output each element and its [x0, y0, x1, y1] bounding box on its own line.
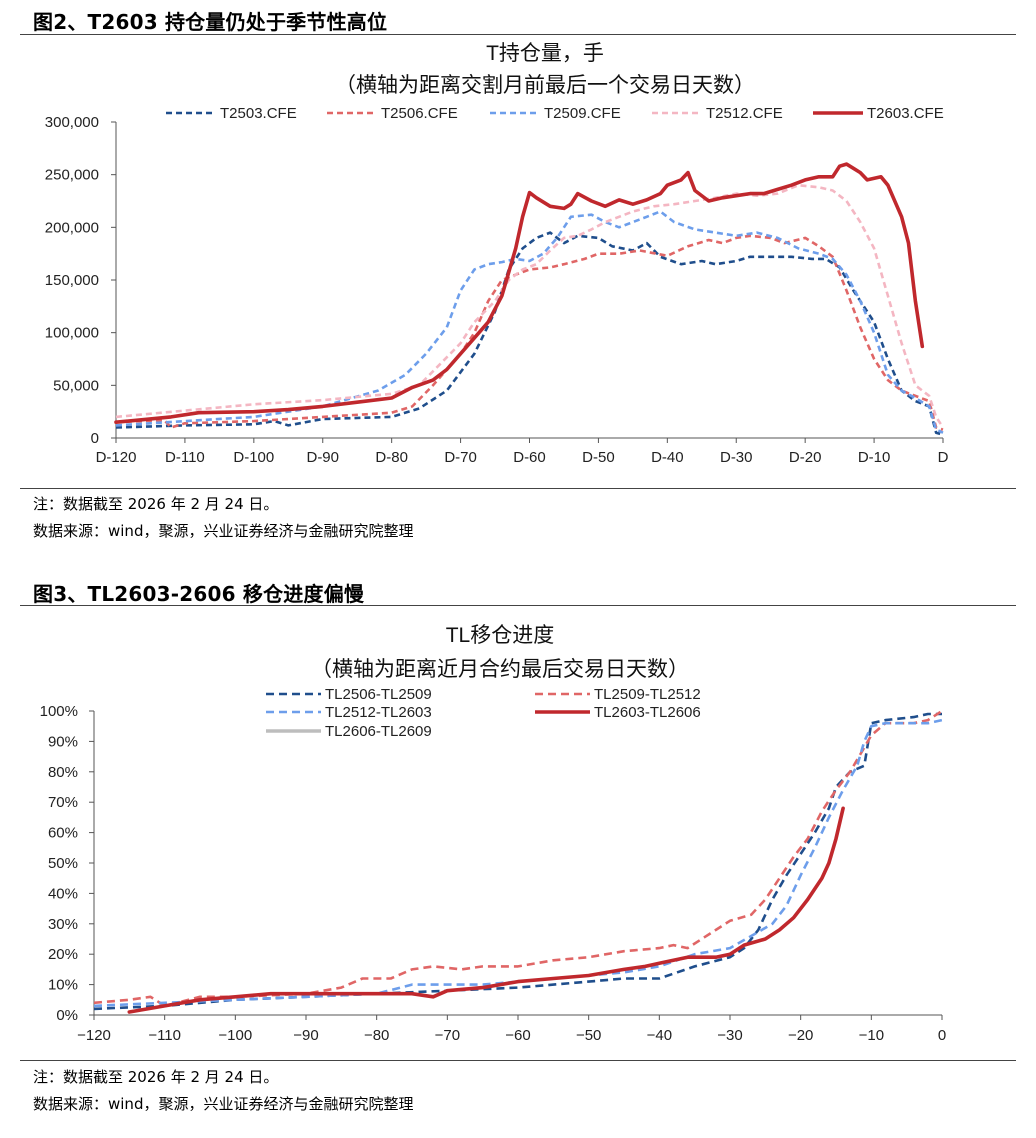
figure2-note: 注：数据截至 2026 年 2 月 24 日。	[33, 495, 279, 513]
figure3-chart: TL移仓进度 （横轴为距离近月合约最后交易日天数） 0% 10% 20% 30% 40%…	[40, 624, 947, 1044]
x-tick-label: −90	[293, 1027, 318, 1044]
x-tick-label: D-110	[165, 449, 205, 466]
figure3-top-rule	[20, 605, 1016, 606]
y-tick-label: 250,000	[45, 167, 99, 184]
figure2-source: 数据来源：wind，聚源，兴业证券经济与金融研究院整理	[33, 522, 414, 540]
legend-label: T2509.CFE	[544, 105, 621, 122]
y-tick-label: 70%	[48, 794, 78, 811]
chart-subtitle: （横轴为距离近月合约最后交易日天数）	[311, 658, 689, 681]
legend-label: TL2506-TL2509	[325, 686, 432, 703]
chart-title: TL移仓进度	[446, 624, 555, 647]
x-tick-label: −120	[77, 1027, 111, 1044]
x-tick-label: D-20	[789, 449, 822, 466]
y-tick-label: 30%	[48, 916, 78, 933]
y-tick-label: 60%	[48, 825, 78, 842]
x-tick-label: D-30	[720, 449, 753, 466]
y-tick-label: 100,000	[45, 325, 99, 342]
legend-label: T2503.CFE	[220, 105, 297, 122]
y-tick-label: 0	[91, 430, 99, 447]
legend-label: TL2606-TL2609	[325, 723, 432, 740]
series-line-t2509-cfe	[115, 210, 944, 434]
series-line-t2603-cfe	[114, 162, 925, 424]
x-tick-label: −20	[788, 1027, 813, 1044]
figure2-bottom-rule	[20, 488, 1016, 489]
chart-title: T持仓量，手	[486, 42, 604, 65]
x-tick-label: −80	[364, 1027, 389, 1044]
x-tick-label: −50	[576, 1027, 601, 1044]
legend-label: T2512.CFE	[706, 105, 783, 122]
x-tick-label: D-10	[858, 449, 891, 466]
x-tick-label: D-80	[375, 449, 408, 466]
y-tick-label: 90%	[48, 733, 78, 750]
series-line-tl2603-tl2606	[127, 806, 845, 1014]
x-tick-label: D-120	[96, 449, 137, 466]
figure2-chart: T持仓量，手 （横轴为距离交割月前最后一个交易日天数） 0 50,000 100,0…	[45, 42, 949, 466]
figure3-source: 数据来源：wind，聚源，兴业证券经济与金融研究院整理	[33, 1095, 414, 1113]
figure2-top-rule	[20, 34, 1016, 35]
y-tick-label: 80%	[48, 764, 78, 781]
y-tick-label: 50,000	[53, 377, 99, 394]
figure3-note: 注：数据截至 2026 年 2 月 24 日。	[33, 1068, 279, 1086]
series-line-tl2506-tl2509	[93, 712, 942, 1011]
legend-label: TL2509-TL2512	[594, 686, 701, 703]
x-tick-label: D-100	[233, 449, 274, 466]
figure3-heading: 图3、TL2603-2606 移仓进度偏慢	[33, 582, 365, 606]
x-tick-label: −40	[647, 1027, 672, 1044]
chart-subtitle: （横轴为距离交割月前最后一个交易日天数）	[335, 74, 755, 97]
y-tick-label: 0%	[56, 1007, 78, 1024]
y-tick-label: 50%	[48, 855, 78, 872]
x-tick-label: D	[938, 449, 949, 466]
legend-label: T2603.CFE	[867, 105, 944, 122]
x-tick-label: D-90	[306, 449, 339, 466]
x-tick-label: D-70	[444, 449, 477, 466]
legend-label: TL2603-TL2606	[594, 704, 701, 721]
x-tick-label: −10	[859, 1027, 884, 1044]
figure3-bottom-rule	[20, 1060, 1016, 1061]
legend-label: T2506.CFE	[381, 105, 458, 122]
x-tick-label: D-40	[651, 449, 684, 466]
y-tick-label: 300,000	[45, 114, 99, 131]
x-tick-label: −100	[218, 1027, 252, 1044]
series-line-t2503-cfe	[115, 231, 944, 437]
y-tick-label: 200,000	[45, 219, 99, 236]
series-line-tl2512-tl2603	[93, 718, 943, 1008]
y-tick-label: 40%	[48, 885, 78, 902]
x-tick-label: 0	[938, 1027, 946, 1044]
figure2-heading: 图2、T2603 持仓量仍处于季节性高位	[33, 10, 388, 34]
x-tick-label: D-50	[582, 449, 615, 466]
x-tick-label: −60	[505, 1027, 530, 1044]
series-line-t2512-cfe	[115, 183, 945, 429]
y-tick-label: 10%	[48, 977, 78, 994]
legend-label: TL2512-TL2603	[325, 704, 432, 721]
x-tick-label: −70	[435, 1027, 460, 1044]
series-line-t2506-cfe	[115, 234, 944, 431]
y-tick-label: 150,000	[45, 272, 99, 289]
y-tick-label: 20%	[48, 946, 78, 963]
x-tick-label: −30	[717, 1027, 742, 1044]
x-tick-label: −110	[148, 1027, 181, 1044]
x-tick-label: D-60	[513, 449, 546, 466]
series-line-tl2509-tl2512	[93, 709, 943, 1008]
y-tick-label: 100%	[40, 703, 78, 720]
